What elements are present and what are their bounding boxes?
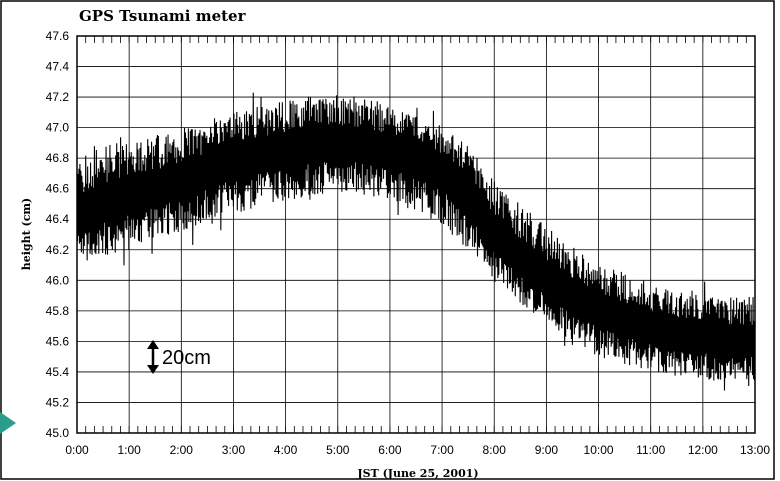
- y-tick-label: 46.6: [46, 182, 70, 196]
- y-tick-label: 45.0: [46, 426, 70, 440]
- scale-arrow-down-icon: [147, 365, 159, 374]
- plot-area-border: [76, 35, 756, 434]
- y-tick-label: 45.8: [46, 304, 70, 318]
- y-tick-label: 46.0: [46, 273, 70, 287]
- x-tick-label: 9:00: [535, 443, 559, 457]
- y-tick-label: 45.6: [46, 334, 70, 348]
- y-tick-label: 46.8: [46, 151, 70, 165]
- x-tick-label: 3:00: [222, 443, 246, 457]
- x-axis-label: JST (June 25, 2001): [356, 467, 478, 480]
- x-tick-labels: 0:00 1:00 2:00 3:00 4:00 5:00 6:00 7:00 8:00 9:00…: [65, 443, 770, 457]
- x-tick-label: 13:00: [740, 443, 770, 457]
- y-tick-label: 47.0: [46, 121, 70, 135]
- chart-title: GPS Tsunami meter: [79, 7, 247, 25]
- y-tick-label: 47.6: [46, 29, 70, 43]
- y-tick-label: 45.2: [46, 395, 70, 409]
- x-tick-label: 7:00: [430, 443, 454, 457]
- y-tick-labels: 45.0 45.2 45.4 45.6 45.8 46.0 46.2 46.4 46.6 46.8…: [46, 29, 70, 440]
- x-tick-label: 11:00: [636, 443, 665, 457]
- y-tick-label: 46.4: [46, 212, 70, 226]
- x-tick-label: 12:00: [688, 443, 718, 457]
- series-height: [76, 92, 756, 391]
- y-tick-label: 47.4: [46, 60, 70, 74]
- scale-annotation: 20cm: [147, 340, 211, 374]
- scale-label: 20cm: [162, 347, 211, 369]
- x-tick-label: 8:00: [483, 443, 507, 457]
- x-tick-label: 2:00: [170, 443, 194, 457]
- x-tick-label: 10:00: [584, 443, 614, 457]
- y-axis-label: height (cm): [20, 198, 33, 271]
- x-tick-label: 4:00: [274, 443, 298, 457]
- x-tick-label: 5:00: [326, 443, 350, 457]
- x-tick-label: 0:00: [65, 443, 89, 457]
- y-tick-label: 45.4: [46, 365, 70, 379]
- y-tick-label: 46.2: [46, 243, 70, 257]
- x-tick-label: 6:00: [378, 443, 402, 457]
- pointer-arrow-icon: [0, 412, 16, 434]
- x-tick-label: 1:00: [117, 443, 141, 457]
- series-line-height: [76, 92, 756, 391]
- scale-arrow-up-icon: [147, 340, 159, 349]
- y-tick-label: 47.2: [46, 90, 70, 104]
- minor-ticks: [76, 36, 756, 433]
